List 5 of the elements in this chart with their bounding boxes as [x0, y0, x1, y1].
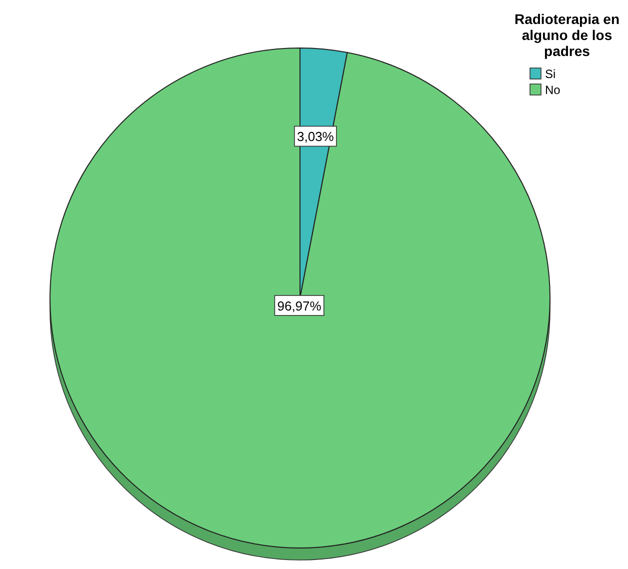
data-label: 3,03% — [297, 129, 334, 144]
legend-title: Radioterapia en alguno de los padres — [514, 11, 620, 59]
legend-label: Si — [545, 67, 556, 81]
slice-label: No — [545, 83, 561, 97]
data-label: 96,97% — [277, 298, 322, 314]
